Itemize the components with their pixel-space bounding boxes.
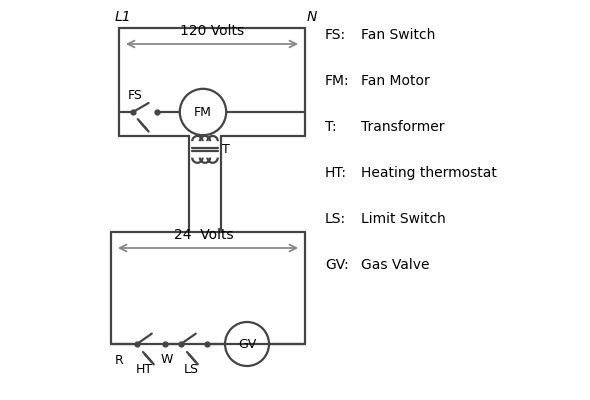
Text: T:: T: — [325, 120, 337, 134]
Text: LS: LS — [183, 363, 198, 376]
Text: 24  Volts: 24 Volts — [174, 228, 234, 242]
Text: N: N — [307, 10, 317, 24]
Text: Transformer: Transformer — [361, 120, 444, 134]
Text: HT: HT — [136, 363, 153, 376]
Text: FS:: FS: — [325, 28, 346, 42]
Text: L1: L1 — [115, 10, 132, 24]
Text: GV:: GV: — [325, 258, 349, 272]
Text: R: R — [114, 354, 123, 367]
Text: T: T — [222, 143, 230, 156]
Text: Heating thermostat: Heating thermostat — [361, 166, 497, 180]
Text: Fan Switch: Fan Switch — [361, 28, 435, 42]
Text: FM: FM — [194, 106, 212, 118]
Text: Limit Switch: Limit Switch — [361, 212, 446, 226]
Text: Gas Valve: Gas Valve — [361, 258, 430, 272]
Text: GV: GV — [238, 338, 256, 350]
Text: 120 Volts: 120 Volts — [180, 24, 244, 38]
Text: HT:: HT: — [325, 166, 347, 180]
Text: W: W — [161, 353, 173, 366]
Text: FM:: FM: — [325, 74, 350, 88]
Text: LS:: LS: — [325, 212, 346, 226]
Text: Fan Motor: Fan Motor — [361, 74, 430, 88]
Text: FS: FS — [127, 89, 142, 102]
